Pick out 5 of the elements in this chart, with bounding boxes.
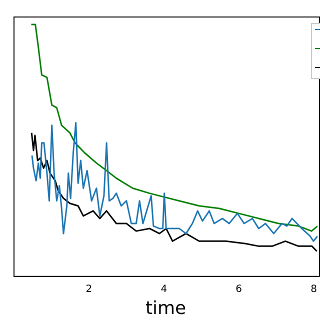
x-tick-label: 6	[236, 284, 242, 295]
x-tick-label: 8	[310, 284, 318, 295]
x-tick-label: 2	[86, 284, 92, 295]
x-axis-title: time	[145, 298, 186, 319]
x-tick-label: 4	[160, 284, 168, 295]
